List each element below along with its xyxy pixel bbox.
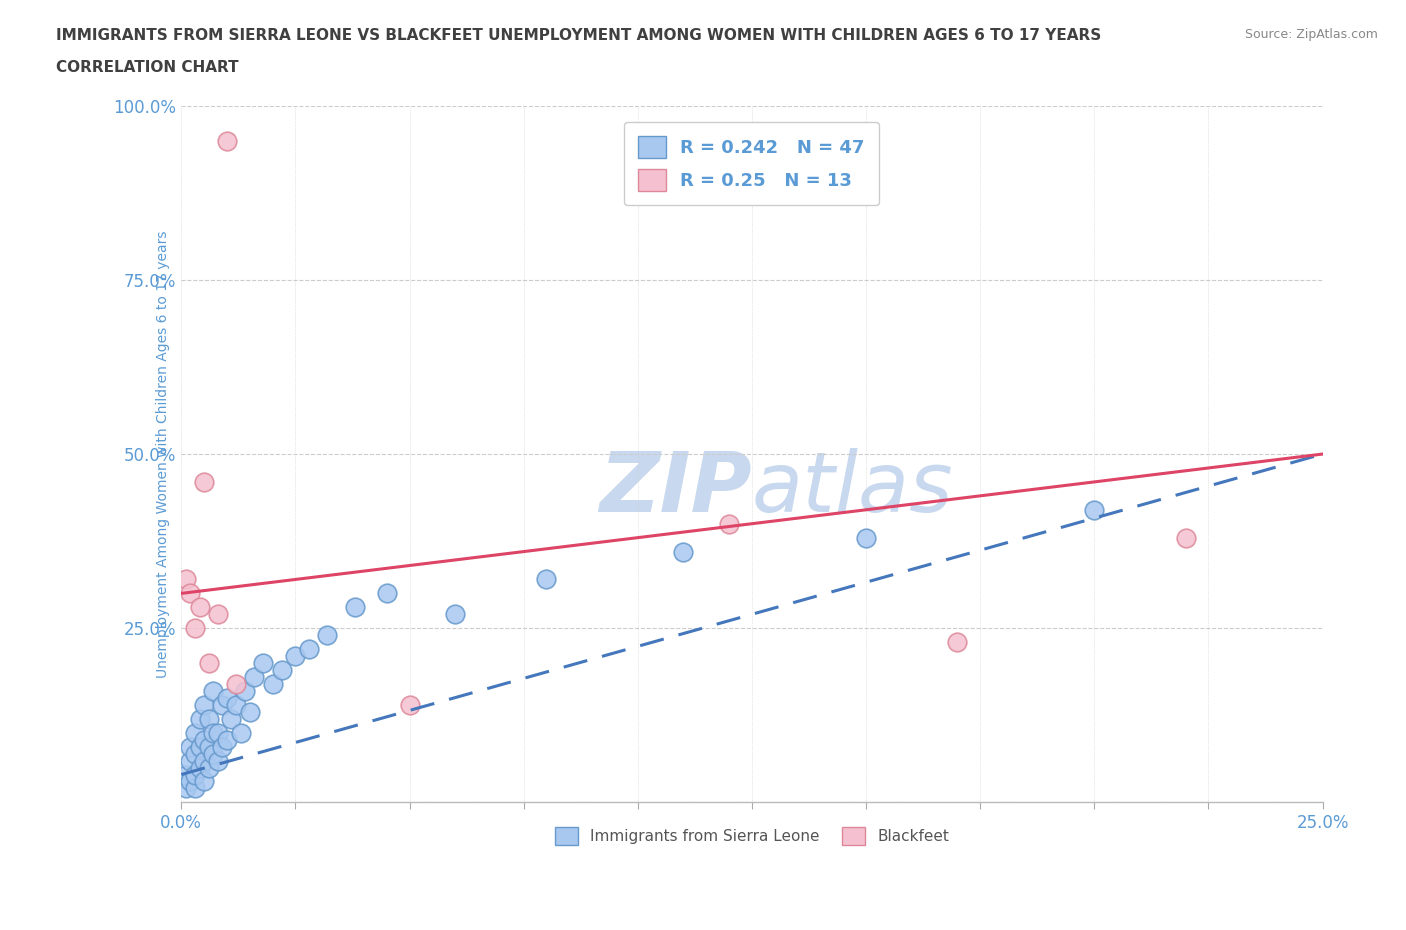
Point	[536, 572, 558, 587]
Point	[179, 739, 201, 754]
Point	[174, 767, 197, 782]
Point	[184, 767, 207, 782]
Point	[215, 732, 238, 747]
Point	[316, 628, 339, 643]
Point	[398, 698, 420, 712]
Point	[225, 676, 247, 691]
Point	[243, 670, 266, 684]
Point	[184, 746, 207, 761]
Point	[229, 725, 252, 740]
Point	[197, 760, 219, 775]
Point	[207, 753, 229, 768]
Point	[270, 662, 292, 677]
Point	[444, 607, 467, 622]
Point	[188, 739, 211, 754]
Y-axis label: Unemployment Among Women with Children Ages 6 to 17 years: Unemployment Among Women with Children A…	[156, 231, 170, 678]
Point	[207, 725, 229, 740]
Point	[221, 711, 243, 726]
Point	[202, 725, 225, 740]
Point	[193, 774, 215, 789]
Point	[193, 698, 215, 712]
Point	[202, 684, 225, 698]
Point	[188, 711, 211, 726]
Point	[197, 656, 219, 671]
Point	[193, 753, 215, 768]
Point	[855, 530, 877, 545]
Point	[946, 634, 969, 649]
Point	[215, 133, 238, 148]
Point	[233, 684, 256, 698]
Point	[184, 621, 207, 636]
Point	[197, 711, 219, 726]
Point	[252, 656, 274, 671]
Text: ZIP: ZIP	[599, 448, 752, 529]
Point	[207, 607, 229, 622]
Point	[174, 781, 197, 796]
Point	[375, 586, 398, 601]
Point	[202, 746, 225, 761]
Legend: Immigrants from Sierra Leone, Blackfeet: Immigrants from Sierra Leone, Blackfeet	[543, 815, 962, 857]
Point	[179, 586, 201, 601]
Point	[211, 698, 233, 712]
Point	[262, 676, 284, 691]
Point	[188, 760, 211, 775]
Point	[718, 516, 741, 531]
Point	[184, 725, 207, 740]
Point	[284, 648, 307, 663]
Text: atlas: atlas	[752, 448, 953, 529]
Point	[672, 544, 695, 559]
Point	[179, 753, 201, 768]
Point	[188, 600, 211, 615]
Text: CORRELATION CHART: CORRELATION CHART	[56, 60, 239, 75]
Point	[184, 781, 207, 796]
Point	[211, 739, 233, 754]
Text: Source: ZipAtlas.com: Source: ZipAtlas.com	[1244, 28, 1378, 41]
Point	[174, 572, 197, 587]
Point	[193, 474, 215, 489]
Point	[298, 642, 321, 657]
Point	[179, 774, 201, 789]
Point	[215, 690, 238, 705]
Point	[225, 698, 247, 712]
Point	[193, 732, 215, 747]
Point	[343, 600, 366, 615]
Point	[197, 739, 219, 754]
Point	[1083, 502, 1105, 517]
Point	[239, 704, 262, 719]
Text: IMMIGRANTS FROM SIERRA LEONE VS BLACKFEET UNEMPLOYMENT AMONG WOMEN WITH CHILDREN: IMMIGRANTS FROM SIERRA LEONE VS BLACKFEE…	[56, 28, 1101, 43]
Point	[1174, 530, 1197, 545]
